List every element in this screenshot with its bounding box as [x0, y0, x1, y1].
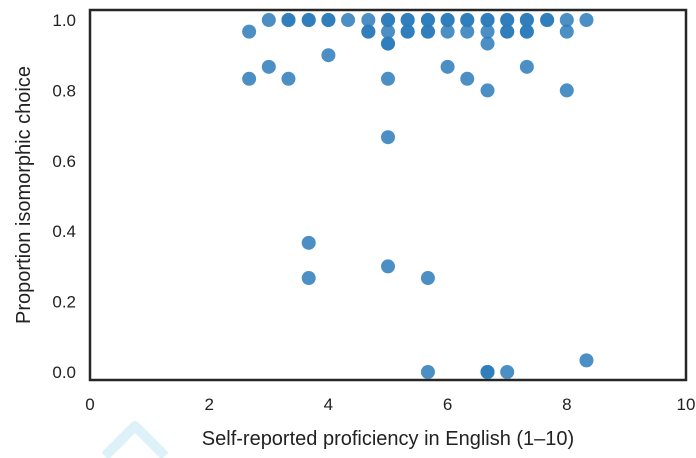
- data-point: [261, 59, 276, 74]
- y-tick-label: 0.6: [52, 152, 76, 171]
- data-point: [440, 13, 455, 27]
- x-tick-labels: 0 2 4 6 8 10: [85, 395, 695, 414]
- y-tick-label: 0.8: [52, 81, 76, 100]
- x-tick-label: 10: [677, 395, 696, 414]
- data-point: [361, 24, 376, 39]
- data-point: [400, 24, 415, 39]
- data-point: [381, 13, 395, 27]
- data-point: [440, 24, 455, 39]
- data-point: [519, 24, 534, 39]
- y-axis-label: Proportion isomorphic choice: [13, 66, 35, 324]
- data-point: [381, 36, 395, 51]
- data-point: [301, 13, 316, 27]
- data-point: [480, 13, 495, 27]
- data-point: [400, 13, 415, 27]
- points-layer: [242, 13, 594, 379]
- data-point: [301, 235, 316, 250]
- data-point: [381, 259, 395, 274]
- data-point: [321, 13, 336, 27]
- data-point: [559, 13, 574, 27]
- x-tick-label: 8: [562, 395, 571, 414]
- data-point: [420, 271, 435, 286]
- y-tick-labels: 0.0 0.2 0.4 0.6 0.8 1.0: [52, 11, 76, 382]
- data-point: [460, 13, 475, 27]
- data-point: [579, 353, 594, 368]
- data-point: [261, 13, 276, 27]
- data-point: [381, 24, 395, 39]
- data-point: [242, 71, 257, 86]
- y-tick-label: 0.4: [52, 222, 76, 241]
- data-point: [559, 83, 574, 98]
- data-point: [460, 71, 475, 86]
- y-tick-label: 1.0: [52, 11, 76, 30]
- data-point: [361, 13, 376, 27]
- x-tick-label: 0: [85, 395, 94, 414]
- x-tick-label: 4: [324, 395, 333, 414]
- data-point: [420, 13, 435, 27]
- data-point: [301, 271, 316, 286]
- data-point: [242, 24, 257, 39]
- data-point: [480, 36, 495, 51]
- data-point: [540, 13, 555, 27]
- data-point: [281, 71, 296, 86]
- y-tick-label: 0.2: [52, 293, 76, 312]
- data-point: [381, 71, 395, 86]
- data-point: [579, 13, 594, 27]
- data-point: [440, 59, 455, 74]
- data-point: [500, 13, 515, 27]
- data-point: [381, 130, 395, 145]
- data-point: [480, 24, 495, 39]
- data-point: [500, 365, 515, 379]
- data-point: [500, 24, 515, 39]
- data-point: [420, 24, 435, 39]
- x-axis-label: Self-reported proficiency in English (1–…: [202, 428, 574, 449]
- data-point: [341, 13, 356, 27]
- data-point: [460, 24, 475, 39]
- watermark-icon: [101, 421, 169, 458]
- data-point: [281, 13, 296, 27]
- x-tick-label: 2: [204, 395, 213, 414]
- y-tick-label: 0.0: [52, 363, 76, 382]
- data-point: [321, 48, 336, 63]
- data-point: [559, 24, 574, 39]
- data-point: [480, 365, 495, 379]
- plot-frame: [88, 8, 688, 382]
- data-point: [519, 13, 534, 27]
- data-point: [480, 83, 495, 98]
- data-point: [519, 59, 534, 74]
- data-point: [420, 365, 435, 379]
- x-tick-label: 6: [443, 395, 452, 414]
